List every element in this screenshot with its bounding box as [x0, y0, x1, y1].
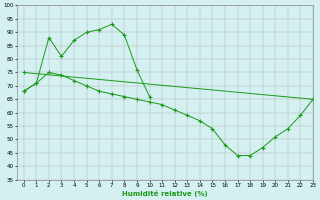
X-axis label: Humidité relative (%): Humidité relative (%): [123, 190, 208, 197]
